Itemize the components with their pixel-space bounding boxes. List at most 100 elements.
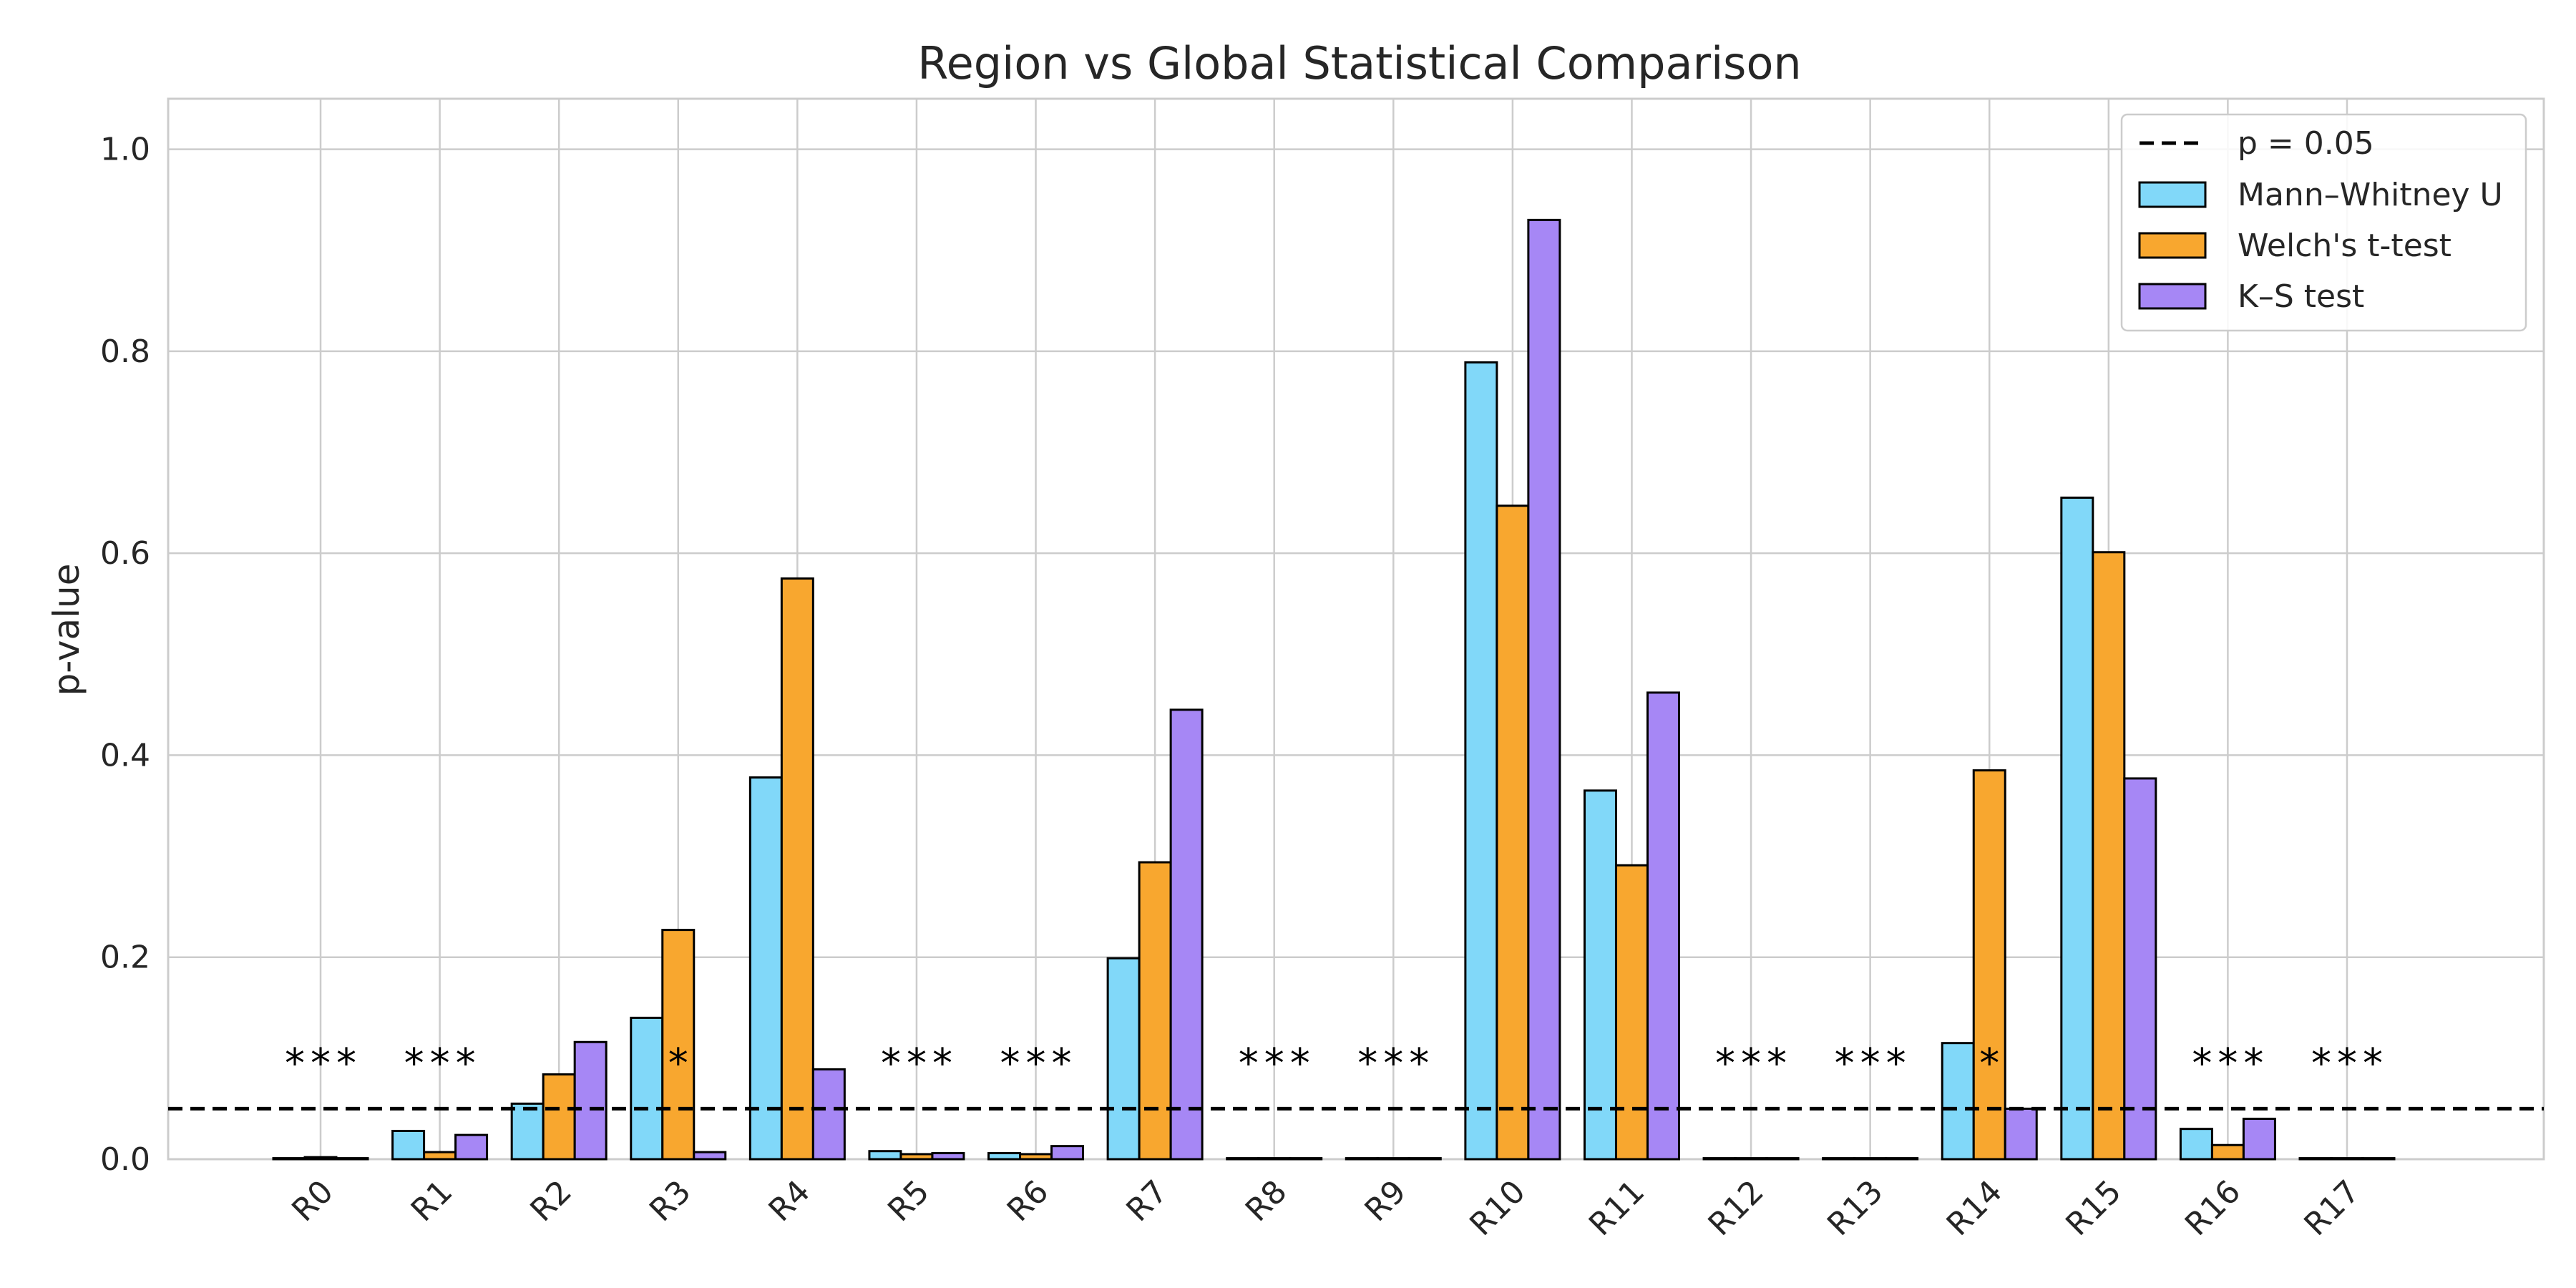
significance-marker: *** [404,1040,482,1087]
bar-r7-series-2 [1138,861,1172,1161]
bar-r3-series-2 [661,929,696,1161]
legend-swatch-series-1 [2138,181,2207,208]
x-tick-label: R12 [1702,1174,1771,1243]
bar-r6-series-1 [987,1152,1022,1161]
legend-label-series-3: K–S test [2238,278,2364,315]
bar-r5-series-3 [931,1152,965,1161]
x-tick-label: R14 [1940,1174,2009,1243]
bar-r9-series-1 [1345,1157,1379,1161]
chart-title: Region vs Global Statistical Comparison [917,37,1801,89]
legend-swatch-series-3 [2138,283,2207,310]
legend: p = 0.05 Mann–Whitney U Welch's t-test K–S … [2120,113,2527,332]
significance-marker: * [668,1040,694,1087]
significance-marker: *** [1357,1040,1435,1087]
bar-r16-series-2 [2210,1143,2245,1161]
x-tick-label: R3 [643,1174,698,1229]
x-tick-label: R4 [762,1174,817,1229]
bar-r13-series-1 [1822,1157,1856,1161]
x-tick-label: R13 [1820,1174,1890,1243]
bar-r16-series-3 [2242,1118,2276,1161]
bar-r10-series-3 [1527,218,1561,1161]
legend-label-threshold: p = 0.05 [2238,125,2374,162]
bar-r2-series-2 [542,1073,576,1161]
significance-marker: *** [1239,1040,1316,1087]
legend-swatch-series-2 [2138,232,2207,259]
legend-label-series-2: Welch's t-test [2238,228,2451,264]
bar-r12-series-1 [1702,1157,1737,1161]
bar-r15-series-1 [2060,497,2094,1161]
y-tick-label: 0.2 [100,940,150,976]
y-tick-label: 1.0 [100,132,150,168]
bar-r15-series-2 [2092,551,2126,1161]
bar-r2-series-3 [573,1040,608,1161]
x-tick-label: R0 [285,1174,340,1229]
bar-r14-series-1 [1941,1042,1975,1161]
bar-r12-series-3 [1765,1157,1800,1161]
bar-r11-series-3 [1646,691,1680,1161]
y-tick-label: 0.6 [100,535,150,572]
x-tick-label: R9 [1358,1174,1413,1229]
significance-marker: *** [2192,1040,2269,1087]
bar-r8-series-3 [1289,1157,1323,1161]
significance-marker: * [1979,1040,2005,1087]
bar-r10-series-1 [1464,361,1498,1161]
bar-r1-series-2 [423,1151,457,1161]
bar-r9-series-3 [1407,1157,1442,1161]
bar-r11-series-2 [1614,864,1649,1161]
x-tick-label: R1 [404,1174,459,1229]
bar-r14-series-2 [1972,769,2006,1161]
bar-r4-series-1 [748,776,783,1161]
bar-r10-series-2 [1496,504,1530,1161]
bar-r16-series-1 [2179,1128,2213,1161]
legend-label-series-1: Mann–Whitney U [2238,177,2503,213]
significance-marker: *** [2311,1040,2389,1087]
x-tick-label: R6 [1000,1174,1055,1229]
bar-r17-series-3 [2361,1157,2396,1161]
significance-marker: *** [1715,1040,1792,1087]
legend-frame [2120,113,2527,332]
bar-r1-series-1 [391,1129,426,1161]
y-tick-label: 0.8 [100,333,150,370]
y-axis-label: p-value [46,563,87,696]
bar-r5-series-2 [899,1153,934,1161]
y-tick-label: 0.0 [100,1141,150,1178]
bar-r9-series-2 [1376,1157,1410,1161]
bar-r2-series-1 [510,1102,545,1161]
bar-r12-series-2 [1734,1157,1768,1161]
x-tick-label: R8 [1239,1174,1294,1229]
x-tick-label: R7 [1119,1174,1174,1229]
x-tick-label: R16 [2178,1174,2248,1243]
bar-r13-series-2 [1853,1157,1888,1161]
x-tick-label: R11 [1582,1174,1652,1243]
significance-marker: *** [1835,1040,1912,1087]
x-tick-label: R5 [881,1174,936,1229]
x-tick-label: R15 [2059,1174,2128,1243]
bar-r15-series-3 [2123,777,2157,1161]
x-tick-label: R2 [523,1174,578,1229]
bar-r7-series-3 [1169,708,1204,1161]
x-tick-label: R10 [1463,1174,1532,1243]
bar-r17-series-1 [2298,1157,2333,1161]
bar-r6-series-2 [1019,1153,1053,1161]
y-tick-label: 0.4 [100,737,150,774]
bar-r7-series-1 [1106,957,1141,1161]
bar-r14-series-3 [2004,1107,2038,1161]
significance-marker: *** [285,1040,362,1087]
bar-r0-series-3 [335,1157,369,1161]
bar-r11-series-1 [1583,789,1617,1161]
bar-r8-series-1 [1226,1157,1260,1161]
bar-r3-series-3 [693,1151,727,1161]
bar-r4-series-3 [811,1068,846,1161]
x-tick-label: R17 [2298,1174,2367,1243]
bar-r4-series-2 [780,577,814,1161]
bar-r3-series-1 [630,1016,664,1161]
bar-r0-series-2 [303,1156,338,1161]
significance-marker: *** [1000,1040,1078,1087]
bar-r6-series-3 [1050,1145,1085,1161]
significance-marker: *** [881,1040,958,1087]
bar-r17-series-2 [2330,1157,2364,1161]
bar-r5-series-1 [868,1150,902,1161]
bar-r8-series-2 [1257,1157,1292,1161]
bar-r0-series-1 [272,1157,306,1161]
